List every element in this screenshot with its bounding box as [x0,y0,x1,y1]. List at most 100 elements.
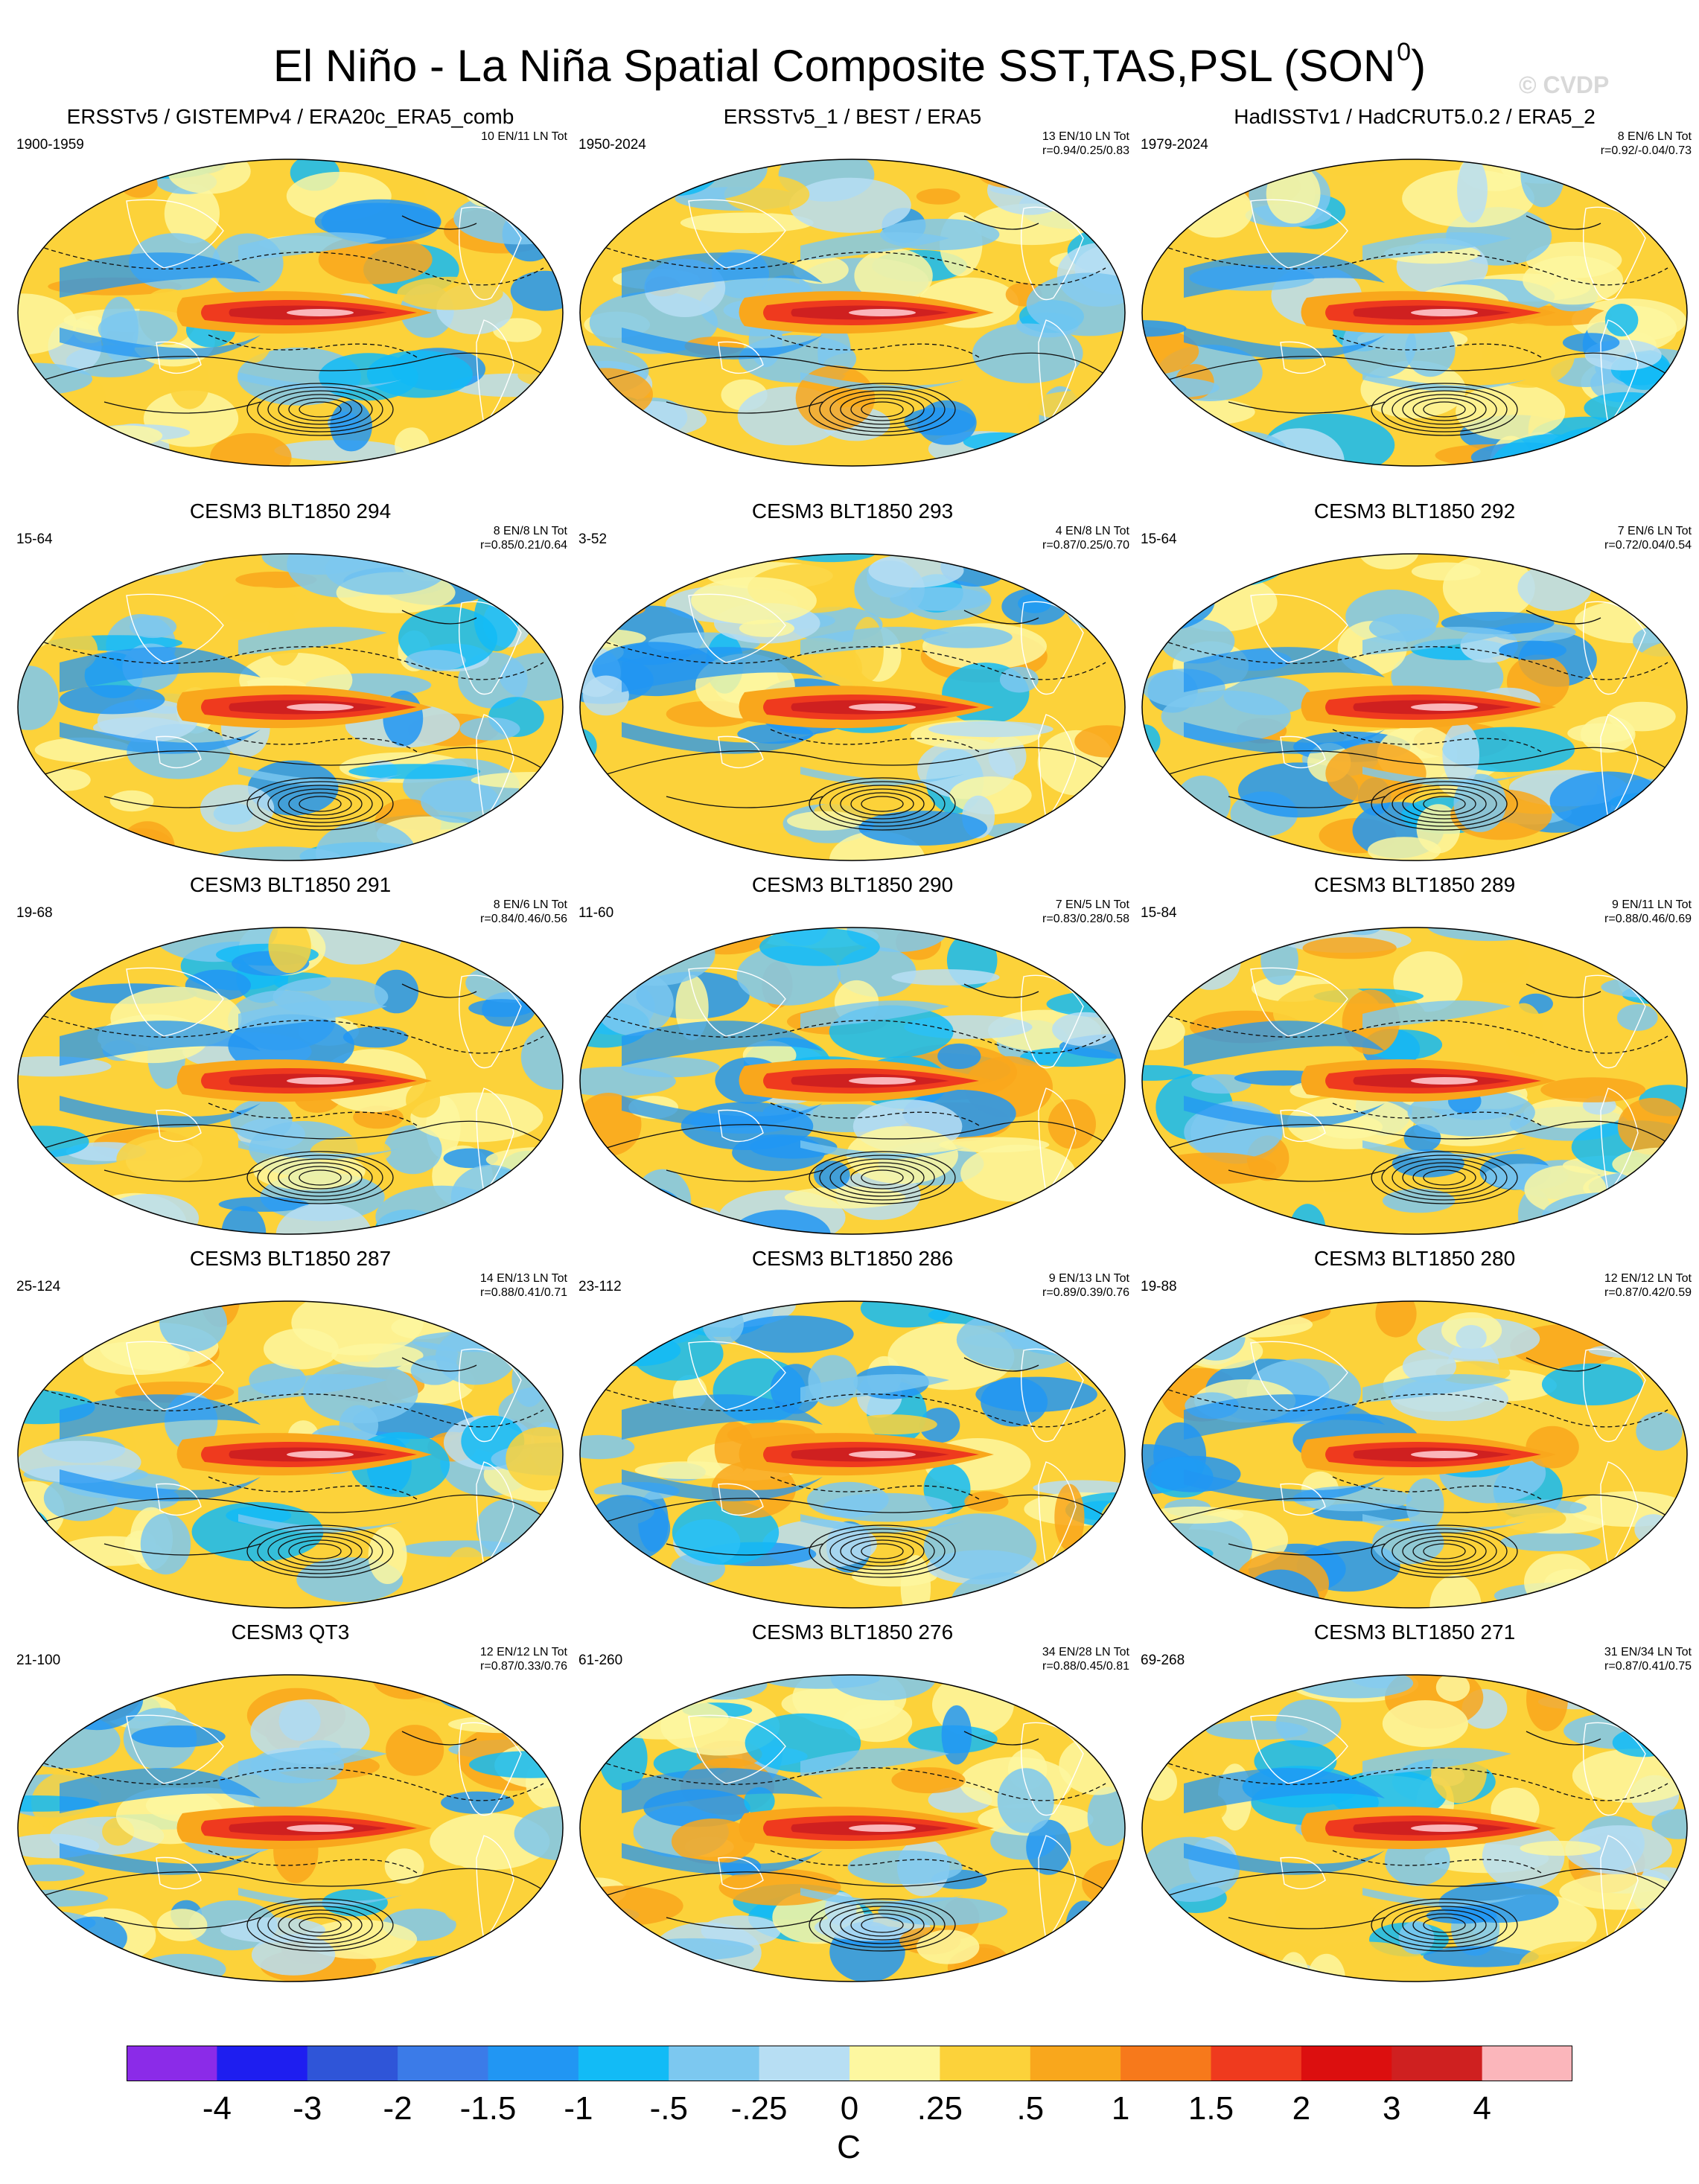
panel-stats: 8 EN/6 LN Tot r=0.92/-0.04/0.73 [1601,130,1692,158]
sst-map [17,927,564,1235]
colorbar-tick-label: 0 [840,2090,859,2127]
colorbar-units: C [837,2129,861,2165]
colorbar [127,2046,1572,2081]
panel-title: CESM3 BLT1850 271 [1313,1621,1516,1644]
colorbar-tick-label: 3 [1383,2090,1401,2127]
panel-title: CESM3 BLT1850 291 [189,873,392,896]
pattern-correlation: r=0.85/0.21/0.64 [480,539,567,552]
colorbar-swatch [669,2046,760,2081]
map-panel: CESM3 BLT1850 293 3-52 4 EN/8 LN Tot r=0.87… [570,499,1135,886]
panel-title: HadISSTv1 / HadCRUT5.0.2 / ERA5_2 [1234,105,1596,128]
event-counts: 4 EN/8 LN Tot [1055,525,1129,537]
colorbar-tick-label: -3 [293,2090,322,2127]
colorbar-swatch [1301,2046,1392,2081]
panel-stats: 9 EN/11 LN Tot r=0.88/0.46/0.69 [1604,898,1692,926]
pattern-correlation: r=0.94/0.25/0.83 [1042,144,1129,157]
sst-map [1141,927,1688,1235]
pattern-correlation: r=0.88/0.45/0.81 [1042,1660,1129,1673]
map-panel: ERSSTv5_1 / BEST / ERA5 1950-2024 13 EN/10… [570,104,1135,491]
sst-map [579,927,1126,1235]
colorbar-swatch [127,2046,217,2081]
watermark: © CVDP [1519,71,1610,98]
colorbar-tick-label: .25 [917,2090,963,2127]
colorbar-tick-label: 1.5 [1188,2090,1234,2127]
sst-map [579,1674,1126,1982]
map-panel: CESM3 BLT1850 271 69-268 31 EN/34 LN Tot r=… [1132,1620,1698,2007]
sst-map [1141,1674,1688,1982]
panel-title: CESM3 BLT1850 290 [751,873,954,896]
title-text: El Niño - La Niña Spatial Composite SST,… [272,41,1396,91]
panel-title: ERSSTv5_1 / BEST / ERA5 [723,105,982,128]
panel-period: 61-260 [578,1653,623,1668]
colorbar-swatch [1030,2046,1121,2081]
map-panel: CESM3 BLT1850 292 15-64 7 EN/6 LN Tot r=0.7… [1132,499,1698,886]
colorbar-swatch [1482,2046,1572,2081]
page-title: El Niño - La Niña Spatial Composite SST,… [0,22,1699,96]
colorbar-swatch [1211,2046,1302,2081]
panel-stats: 7 EN/5 LN Tot r=0.83/0.28/0.58 [1042,898,1129,926]
colorbar-tick-label: 1 [1111,2090,1130,2127]
colorbar-swatch [850,2046,940,2081]
event-counts: 8 EN/6 LN Tot [1617,130,1692,143]
colorbar-tick-label: 4 [1473,2090,1491,2127]
colorbar-tick-label: -1 [564,2090,593,2127]
pattern-correlation: r=0.88/0.41/0.71 [480,1286,567,1299]
panel-period: 1900-1959 [16,137,84,153]
panel-period: 3-52 [578,531,608,547]
panel-title: CESM3 BLT1850 287 [189,1247,392,1270]
title-close: ) [1411,41,1427,91]
panel-period: 1950-2024 [578,137,646,153]
colorbar-swatch [307,2046,398,2081]
map-panel: CESM3 QT3 21-100 12 EN/12 LN Tot r=0.87/0.3… [7,1620,573,2007]
event-counts: 7 EN/5 LN Tot [1055,898,1129,911]
pattern-correlation: r=0.88/0.46/0.69 [1604,913,1692,925]
panel-title: CESM3 QT3 [231,1621,350,1644]
colorbar-tick-label: -.25 [730,2090,788,2127]
sst-map [17,1300,564,1609]
panel-title: CESM3 BLT1850 289 [1313,873,1516,896]
panel-period: 15-64 [1141,531,1177,547]
map-panel: CESM3 BLT1850 289 15-84 9 EN/11 LN Tot r=0.… [1132,872,1698,1259]
sst-map [1141,553,1688,861]
event-counts: 8 EN/8 LN Tot [493,525,567,537]
event-counts: 10 EN/11 LN Tot [481,130,567,143]
title-superscript: 0 [1397,38,1412,66]
panel-stats: 12 EN/12 LN Tot r=0.87/0.33/0.76 [480,1645,567,1673]
panel-title: CESM3 BLT1850 292 [1313,499,1516,523]
pattern-correlation: r=0.87/0.25/0.70 [1042,539,1129,552]
panel-title: CESM3 BLT1850 276 [751,1621,954,1644]
panel-period: 1979-2024 [1141,137,1208,153]
pattern-correlation: r=0.87/0.42/0.59 [1604,1286,1692,1299]
pattern-correlation: r=0.92/-0.04/0.73 [1600,144,1692,157]
map-panel: CESM3 BLT1850 291 19-68 8 EN/6 LN Tot r=0.8… [7,872,573,1259]
sst-map [579,553,1126,861]
colorbar-tick-label: -1.5 [459,2090,517,2127]
panel-stats: 14 EN/13 LN Tot r=0.88/0.41/0.71 [480,1271,567,1300]
colorbar-tick-label: -2 [383,2090,412,2127]
panel-stats: 12 EN/12 LN Tot r=0.87/0.42/0.59 [1604,1271,1692,1300]
pattern-correlation: r=0.84/0.46/0.56 [480,913,567,925]
event-counts: 34 EN/28 LN Tot [1042,1646,1129,1658]
panel-title: ERSSTv5 / GISTEMPv4 / ERA20c_ERA5_comb [66,105,514,128]
colorbar-swatch [488,2046,579,2081]
colorbar-swatch [940,2046,1031,2081]
colorbar-swatch [1121,2046,1212,2081]
colorbar-swatch [578,2046,669,2081]
event-counts: 12 EN/12 LN Tot [479,1646,567,1658]
panel-title: CESM3 BLT1850 280 [1313,1247,1516,1270]
panel-stats: 34 EN/28 LN Tot r=0.88/0.45/0.81 [1042,1645,1129,1673]
sst-map [579,159,1126,467]
colorbar-swatch [217,2046,308,2081]
sst-map [17,553,564,861]
sst-map [1141,1300,1688,1609]
panel-period: 69-268 [1141,1653,1185,1668]
map-panel: CESM3 BLT1850 290 11-60 7 EN/5 LN Tot r=0.8… [570,872,1135,1259]
panel-period: 19-88 [1141,1279,1177,1294]
panel-stats: 8 EN/8 LN Tot r=0.85/0.21/0.64 [480,524,567,552]
event-counts: 8 EN/6 LN Tot [493,898,567,911]
panel-period: 25-124 [16,1279,61,1294]
pattern-correlation: r=0.89/0.39/0.76 [1042,1286,1129,1299]
panel-period: 23-112 [578,1279,622,1294]
event-counts: 7 EN/6 LN Tot [1617,525,1692,537]
panel-stats: 8 EN/6 LN Tot r=0.84/0.46/0.56 [480,898,567,926]
